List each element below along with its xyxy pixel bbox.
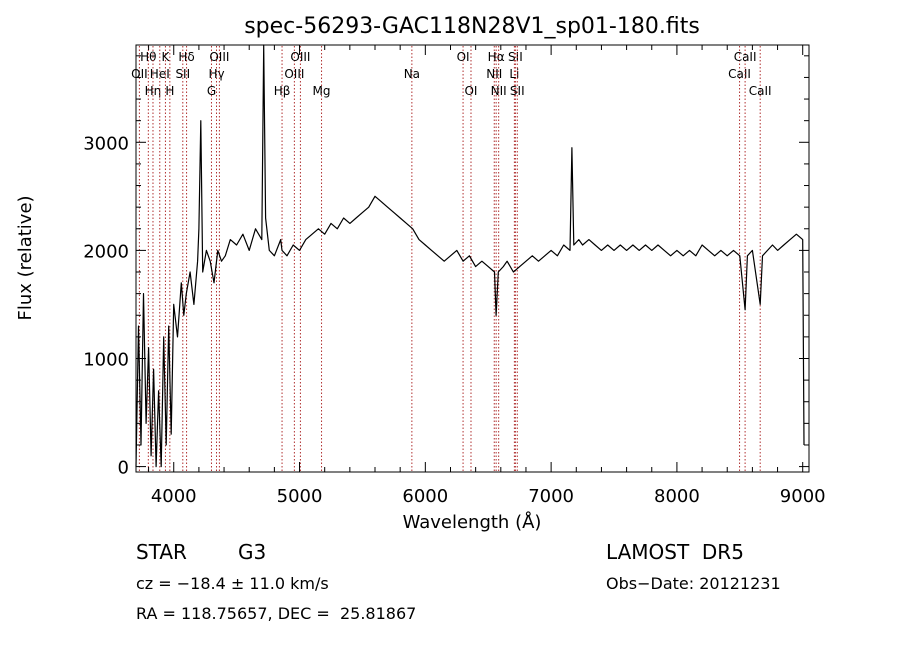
observation-date: Obs−Date: 20121231 <box>606 574 781 593</box>
line-marker-label: CaII <box>734 50 757 64</box>
line-marker-label: Hγ <box>208 67 224 81</box>
line-marker-label: Hδ <box>178 50 194 64</box>
line-marker-label: HeI <box>150 67 170 81</box>
x-tick-label: 4000 <box>151 486 197 507</box>
line-marker-label: OI <box>464 84 477 98</box>
plot-frame <box>135 44 810 473</box>
line-marker-label: OI <box>457 50 470 64</box>
line-marker-label: SII <box>510 84 525 98</box>
y-tick-label: 3000 <box>83 133 129 154</box>
line-marker-label: CaII <box>728 67 751 81</box>
x-tick-label: 5000 <box>277 486 323 507</box>
spectrum-line <box>135 44 805 468</box>
chart-title: spec-56293-GAC118N28V1_sp01-180.fits <box>244 14 700 39</box>
line-marker-label: Na <box>404 67 420 81</box>
coordinates: RA = 118.75657, DEC = 25.81867 <box>136 604 417 623</box>
line-marker-label: OIII <box>290 50 310 64</box>
survey-label: LAMOST DR5 <box>606 540 744 564</box>
object-class: STAR <box>136 540 187 564</box>
x-tick-label: 8000 <box>654 486 700 507</box>
axes: 4000 5000 6000 7000 8000 9000 0 1000 2000 3000 <box>83 45 826 507</box>
line-marker-label: Li <box>509 67 519 81</box>
redshift-cz: cz = −18.4 ± 11.0 km/s <box>136 574 329 593</box>
x-tick-label: 7000 <box>528 486 574 507</box>
line-marker-label: SII <box>175 67 190 81</box>
line-marker-label: Hθ <box>140 50 156 64</box>
line-marker-label: OIII <box>284 67 304 81</box>
line-marker-label: Mg <box>313 84 331 98</box>
spectral-line-markers: OIIHθHηHeIKHSIIHδGHγOIIIHβOIIIOIIIMgNaOI… <box>131 46 772 471</box>
line-marker-label: SII <box>508 50 523 64</box>
line-marker-label: Hβ <box>274 84 291 98</box>
y-tick-label: 0 <box>118 458 129 479</box>
line-marker-label: G <box>207 84 216 98</box>
line-marker-label: Hη <box>145 84 162 98</box>
line-marker-label: CaII <box>749 84 772 98</box>
line-marker-label: H <box>165 84 174 98</box>
object-subclass: G3 <box>238 540 267 564</box>
line-marker-label: NII <box>486 67 502 81</box>
x-tick-label: 9000 <box>780 486 826 507</box>
line-marker-label: OII <box>131 67 148 81</box>
y-axis-label: Flux (relative) <box>15 195 36 320</box>
line-marker-label: OIII <box>209 50 229 64</box>
line-marker-label: Hα <box>488 50 505 64</box>
x-axis-label: Wavelength (Å) <box>403 511 542 533</box>
y-tick-label: 1000 <box>83 349 129 370</box>
line-marker-label: K <box>161 50 170 64</box>
x-tick-label: 6000 <box>402 486 448 507</box>
y-tick-label: 2000 <box>83 241 129 262</box>
spectrum-series <box>135 44 805 468</box>
line-marker-label: NII <box>491 84 507 98</box>
